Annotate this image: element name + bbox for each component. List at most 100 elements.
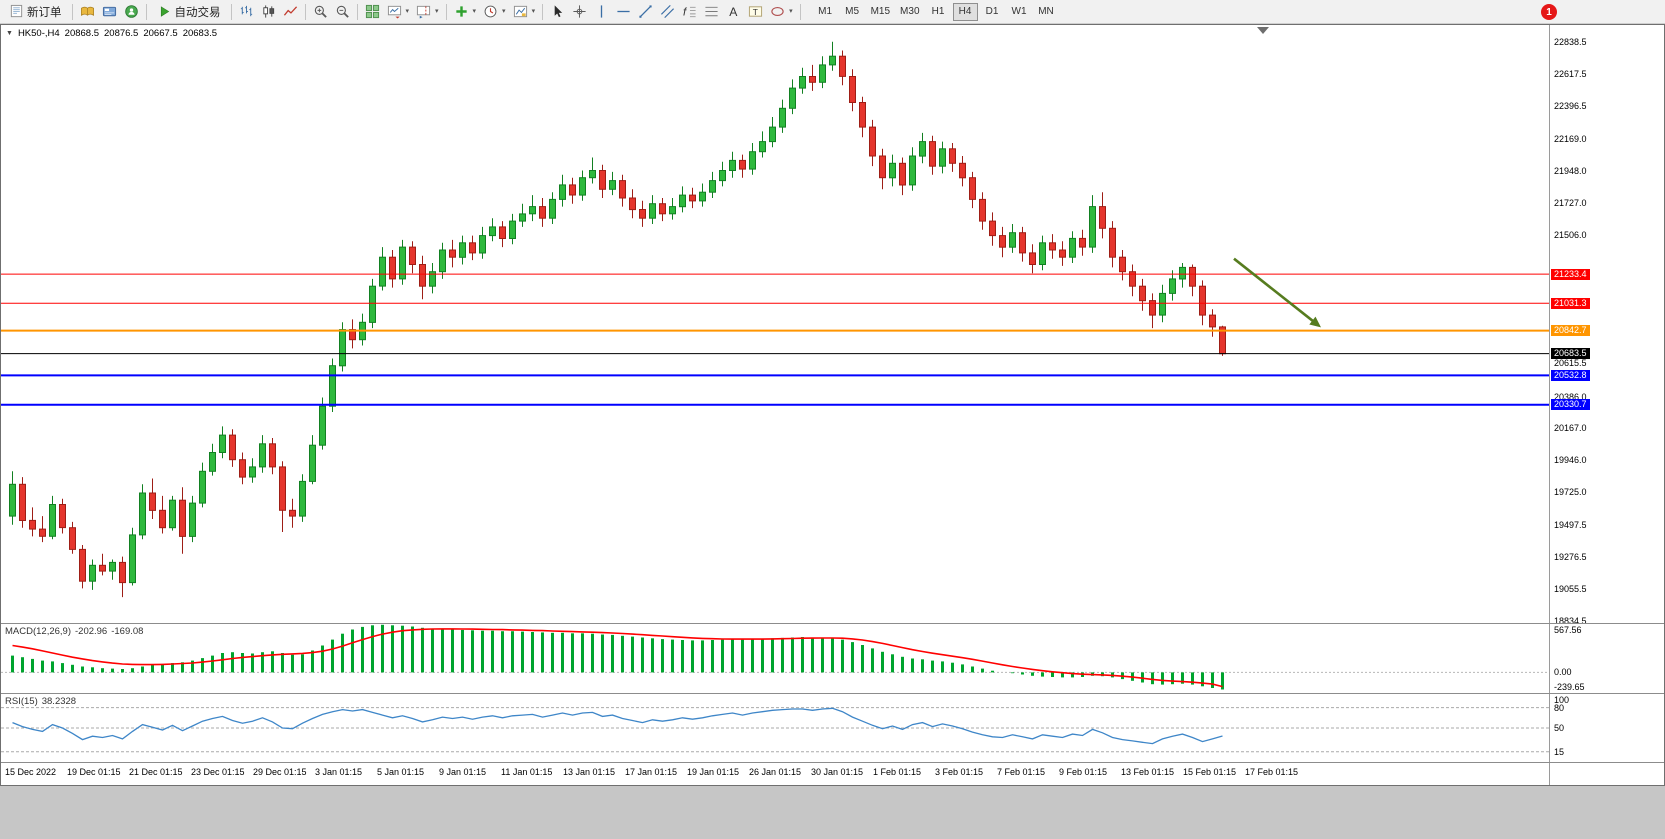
candle bbox=[799, 67, 806, 94]
options-button[interactable] bbox=[99, 2, 120, 22]
vertical-line-button[interactable] bbox=[591, 2, 612, 22]
candle bbox=[1029, 244, 1036, 274]
cursor-icon bbox=[554, 5, 563, 18]
candle bbox=[539, 198, 546, 227]
toolbar-separator bbox=[71, 3, 73, 20]
candle bbox=[529, 195, 536, 222]
timeframe-button-d1[interactable]: D1 bbox=[985, 5, 999, 17]
candle bbox=[819, 56, 826, 89]
new-order-button[interactable]: 新订单 bbox=[3, 2, 68, 22]
timeframe-button-m5[interactable]: M5 bbox=[845, 5, 860, 17]
toolbar-separator bbox=[304, 3, 306, 20]
shapes-button[interactable]: ▾ bbox=[767, 2, 796, 22]
macd-chart[interactable] bbox=[1, 624, 1549, 693]
candle bbox=[769, 117, 776, 148]
candle bbox=[749, 143, 756, 175]
channel-button[interactable] bbox=[657, 2, 678, 22]
timeframe-button-m15[interactable]: M15 bbox=[870, 5, 891, 17]
toolbar-separator bbox=[356, 3, 358, 20]
svg-text:T: T bbox=[753, 7, 758, 17]
candle bbox=[159, 495, 166, 534]
price-axis-label: 21727.0 bbox=[1554, 198, 1587, 208]
candle bbox=[9, 471, 16, 525]
line-chart-button[interactable] bbox=[280, 2, 301, 22]
date-axis-label: 17 Feb 01:15 bbox=[1245, 767, 1299, 777]
community-button[interactable] bbox=[121, 2, 142, 22]
toolbar-separator bbox=[445, 3, 447, 20]
auto-trading-button[interactable]: 自动交易 bbox=[151, 2, 227, 22]
chart-title: ▼ HK50-,H4 20868.5 20876.5 20667.5 20683… bbox=[6, 28, 217, 39]
bar-chart-button[interactable] bbox=[236, 2, 257, 22]
candle bbox=[429, 263, 436, 294]
chart-shift-button[interactable]: ▾ bbox=[413, 2, 442, 22]
vertical-line-icon bbox=[600, 5, 603, 18]
cursor-button[interactable] bbox=[547, 2, 568, 22]
macd-value-main: -202.96 bbox=[75, 626, 108, 637]
date-axis-label: 19 Dec 01:15 bbox=[67, 767, 121, 777]
crosshair-button[interactable] bbox=[569, 2, 590, 22]
tile-windows-button[interactable] bbox=[362, 2, 383, 22]
chart-shift-marker[interactable] bbox=[1257, 27, 1269, 34]
candle bbox=[269, 438, 276, 475]
candle bbox=[249, 458, 256, 483]
price-tag-20683.5: 20683.5 bbox=[1551, 348, 1590, 359]
rsi-chart[interactable] bbox=[1, 694, 1549, 762]
price-axis[interactable]: 22838.5 22617.5 22396.5 22169.0 21948.0 21727… bbox=[1549, 25, 1664, 785]
candlestick-chart-button[interactable] bbox=[258, 2, 279, 22]
rsi-axis-label: 50 bbox=[1554, 723, 1565, 733]
price-axis-label: 21506.0 bbox=[1554, 230, 1587, 240]
candle bbox=[999, 226, 1006, 258]
time-axis[interactable]: 15 Dec 2022 19 Dec 01:15 21 Dec 01:15 23 De… bbox=[1, 763, 1549, 785]
periods-button[interactable]: ▾ bbox=[480, 2, 509, 22]
metaeditor-button[interactable] bbox=[77, 2, 98, 22]
auto-scroll-button[interactable]: ▾ bbox=[384, 2, 413, 22]
zoom-out-button[interactable] bbox=[332, 2, 353, 22]
one-click-trading-toggle[interactable]: ▼ bbox=[6, 30, 13, 37]
templates-button[interactable]: ▾ bbox=[510, 2, 539, 22]
zoom-in-button[interactable] bbox=[310, 2, 331, 22]
candle bbox=[379, 247, 386, 291]
horizontal-line-button[interactable] bbox=[613, 2, 634, 22]
dropdown-caret: ▾ bbox=[531, 8, 536, 15]
timeframe-button-m1[interactable]: M1 bbox=[818, 5, 833, 17]
cycle-lines-button[interactable] bbox=[701, 2, 722, 22]
trend-arrow-object[interactable] bbox=[1233, 257, 1321, 328]
indicators-button[interactable]: ▾ bbox=[451, 2, 480, 22]
candle bbox=[479, 226, 486, 259]
tile-windows-icon bbox=[365, 4, 379, 19]
candle bbox=[929, 135, 936, 175]
candle bbox=[449, 239, 456, 268]
candle bbox=[309, 435, 316, 485]
candle bbox=[59, 498, 66, 534]
ohlc-high: 20876.5 bbox=[104, 28, 139, 39]
svg-text:A: A bbox=[729, 5, 738, 19]
pane-splitter[interactable] bbox=[1, 623, 1664, 624]
candle bbox=[189, 495, 196, 543]
chart-window: ▼ HK50-,H4 20868.5 20876.5 20667.5 20683… bbox=[0, 24, 1665, 786]
price-tag-20532.8: 20532.8 bbox=[1551, 370, 1590, 381]
candle bbox=[119, 556, 126, 598]
pane-splitter[interactable] bbox=[1, 762, 1664, 763]
pane-splitter[interactable] bbox=[1, 693, 1664, 694]
price-chart[interactable] bbox=[1, 25, 1549, 623]
clock-icon bbox=[484, 5, 497, 18]
line-chart-icon bbox=[283, 6, 297, 16]
timeframe-button-h1[interactable]: H1 bbox=[931, 5, 945, 17]
trendline-button[interactable] bbox=[635, 2, 656, 22]
price-axis-label: 19725.0 bbox=[1554, 487, 1587, 497]
candle bbox=[469, 235, 476, 261]
candle bbox=[489, 218, 496, 242]
timeframe-button-m30[interactable]: M30 bbox=[900, 5, 920, 17]
notification-badge[interactable]: 1 bbox=[1541, 4, 1557, 20]
candle bbox=[1189, 264, 1196, 297]
text-button[interactable]: A bbox=[723, 2, 744, 22]
candle bbox=[359, 313, 366, 346]
text-label-button[interactable]: T bbox=[745, 2, 766, 22]
timeframe-button-mn[interactable]: MN bbox=[1038, 5, 1054, 17]
timeframe-button-w1[interactable]: W1 bbox=[1011, 5, 1027, 17]
candle bbox=[579, 170, 586, 201]
fibonacci-button[interactable]: f bbox=[679, 2, 700, 22]
candle bbox=[229, 429, 236, 467]
candle bbox=[849, 69, 856, 112]
timeframe-button-h4[interactable]: H4 bbox=[952, 2, 978, 21]
